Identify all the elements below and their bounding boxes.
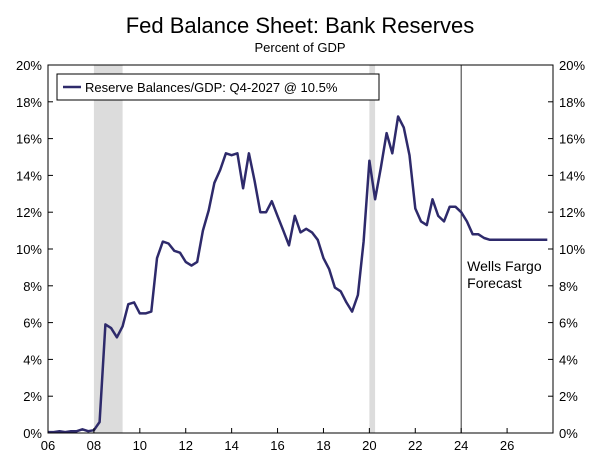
series-line-0: [48, 115, 548, 434]
recession-band-0: [93, 65, 123, 433]
x-tick-label: 12: [178, 438, 192, 453]
right-y-tick-label: 16%: [559, 132, 585, 147]
right-y-tick-label: 4%: [559, 352, 578, 367]
right-y-tick-label: 6%: [559, 316, 578, 331]
left-y-tick-label: 12%: [16, 205, 42, 220]
x-tick-label: 24: [454, 438, 468, 453]
left-y-tick-label: 10%: [16, 242, 42, 257]
left-y-axis: 0% 2% 4% 6% 8% 10% 12% 14% 16% 18% 20%: [16, 58, 53, 441]
x-tick-label: 06: [41, 438, 55, 453]
x-tick-label: 16: [270, 438, 284, 453]
x-tick-label: 10: [133, 438, 147, 453]
right-y-tick-label: 18%: [559, 95, 585, 110]
left-y-tick-label: 8%: [23, 279, 42, 294]
right-y-tick-label: 10%: [559, 242, 585, 257]
left-y-tick-label: 6%: [23, 316, 42, 331]
left-y-tick-label: 20%: [16, 58, 42, 73]
right-y-tick-label: 14%: [559, 168, 585, 183]
right-y-tick-label: 2%: [559, 389, 578, 404]
x-tick-label: 20: [362, 438, 376, 453]
x-tick-label: 14: [224, 438, 238, 453]
left-y-tick-label: 14%: [16, 168, 42, 183]
right-y-tick-label: 8%: [559, 279, 578, 294]
series-layer: [48, 115, 548, 434]
right-y-tick-label: 20%: [559, 58, 585, 73]
recession-band-1: [369, 65, 376, 433]
left-y-tick-label: 16%: [16, 132, 42, 147]
recession-shading: [93, 65, 376, 433]
x-tick-label: 08: [87, 438, 101, 453]
legend-label: Reserve Balances/GDP: Q4-2027 @ 10.5%: [85, 80, 338, 95]
x-axis: 06 08 10 12 14 16 18 20 22 24 26: [41, 428, 514, 453]
plot-frame: [47, 64, 554, 434]
forecast-label-line: Wells Fargo: [467, 258, 542, 274]
legend-box: [56, 73, 380, 101]
right-y-tick-label: 0%: [559, 426, 578, 441]
x-tick-label: 22: [408, 438, 422, 453]
legend: Reserve Balances/GDP: Q4-2027 @ 10.5%: [56, 73, 380, 101]
left-y-tick-label: 0%: [23, 426, 42, 441]
left-y-tick-label: 2%: [23, 389, 42, 404]
right-y-axis: 0% 2% 4% 6% 8% 10% 12% 14% 16% 18% 20%: [548, 58, 585, 441]
chart-title: Fed Balance Sheet: Bank Reserves: [126, 13, 475, 38]
left-y-tick-label: 4%: [23, 352, 42, 367]
chart-subtitle: Percent of GDP: [254, 40, 345, 55]
x-tick-label: 26: [500, 438, 514, 453]
forecast-label-line: Forecast: [467, 275, 522, 291]
right-y-tick-label: 12%: [559, 205, 585, 220]
x-tick-label: 18: [316, 438, 330, 453]
left-y-tick-label: 18%: [16, 95, 42, 110]
